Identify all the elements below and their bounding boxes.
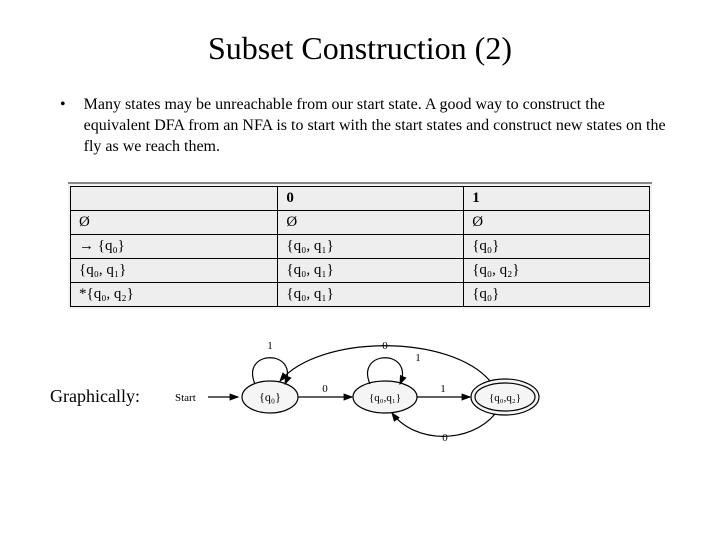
header-blank [71, 187, 278, 211]
table-header-row: 0 1 [71, 187, 650, 211]
transition-table: 0 1 Ø Ø Ø → {q₀} {q₀, q₁} {q₀} {q₀, q₁} … [68, 182, 652, 309]
table-row: Ø Ø Ø [71, 211, 650, 235]
state-label: {q₀,q₂} [489, 392, 521, 404]
page-title: Subset Construction (2) [50, 30, 670, 67]
bullet-item: • Many states may be unreachable from ou… [60, 95, 670, 157]
graph-label: Graphically: [50, 386, 140, 407]
table-row: *{q₀, q₂} {q₀, q₁} {q₀} [71, 283, 650, 307]
cell: {q₀, q₁} [278, 235, 464, 259]
cell: {q₀} [464, 235, 650, 259]
edge-label: 1 [267, 340, 273, 352]
cell: {q₀} [464, 283, 650, 307]
state-label: {q₀,q₁} [369, 392, 401, 404]
edge-label: 0 [442, 432, 448, 444]
state-label: {q₀} [259, 390, 281, 404]
start-label: Start [175, 392, 196, 404]
cell: → {q₀} [71, 235, 278, 259]
cell: {q₀, q₂} [464, 259, 650, 283]
cell: {q₀, q₁} [71, 259, 278, 283]
cell: *{q₀, q₂} [71, 283, 278, 307]
header-0: 0 [278, 187, 464, 211]
cell: {q₀, q₁} [278, 259, 464, 283]
edge-label: 1 [415, 352, 421, 364]
header-1: 1 [464, 187, 650, 211]
table-row: {q₀, q₁} {q₀, q₁} {q₀, q₂} [71, 259, 650, 283]
edge-label: 0 [322, 383, 328, 395]
bullet-dot: • [60, 95, 66, 116]
edge-label: 1 [440, 383, 446, 395]
state-diagram: Start {q₀} 1 0 {q₀,q₁} 0 1 [170, 339, 670, 454]
cell: {q₀, q₁} [278, 283, 464, 307]
table-row: → {q₀} {q₀, q₁} {q₀} [71, 235, 650, 259]
bullet-text: Many states may be unreachable from our … [84, 95, 670, 157]
cell: Ø [278, 211, 464, 235]
cell: Ø [71, 211, 278, 235]
cell: Ø [464, 211, 650, 235]
